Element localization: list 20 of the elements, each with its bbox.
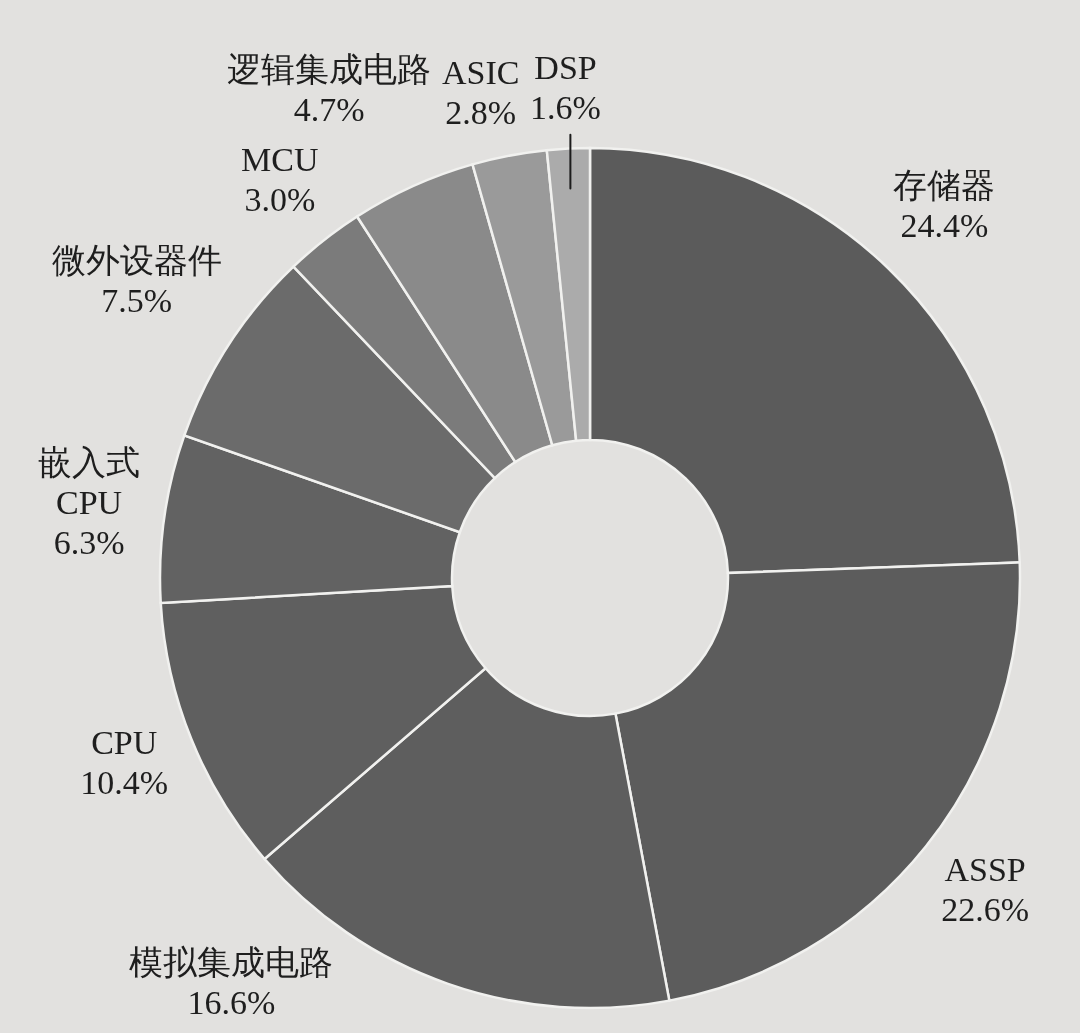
slice-label: ASIC xyxy=(441,54,520,92)
data-label: 6.3% xyxy=(53,524,125,562)
slice-label: CPU xyxy=(91,723,158,761)
data-label: 7.5% xyxy=(101,281,173,319)
data-label: 24.4% xyxy=(900,207,989,245)
data-label: 3.0% xyxy=(244,180,316,218)
slice-label: DSP xyxy=(534,48,597,86)
slice-label: ASSP xyxy=(944,850,1026,888)
data-label: 4.7% xyxy=(293,91,365,129)
slice-label: 逻辑集成电路 xyxy=(227,51,432,89)
slice-label: 模拟集成电路 xyxy=(129,943,334,981)
slice-label: MCU xyxy=(241,140,319,178)
data-label: 1.6% xyxy=(530,88,601,126)
data-label: 10.4% xyxy=(80,763,169,801)
slice-label: 嵌入式CPU xyxy=(38,444,141,522)
slice-label: 微外设器件 xyxy=(51,241,222,279)
slice-label: 存储器 xyxy=(893,167,996,205)
data-label: 16.6% xyxy=(187,983,276,1021)
data-label: 2.8% xyxy=(445,94,517,132)
data-label: 22.6% xyxy=(941,890,1029,928)
